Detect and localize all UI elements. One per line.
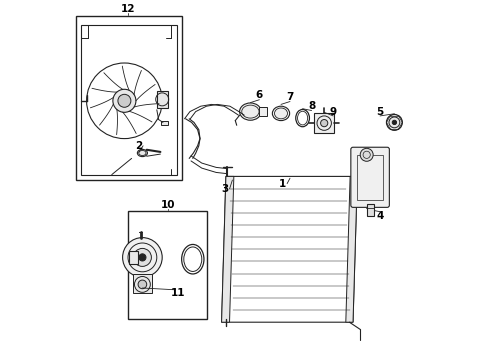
Bar: [81, 25, 176, 175]
Text: 1: 1: [279, 179, 287, 189]
Bar: [157, 91, 168, 108]
Circle shape: [360, 148, 373, 161]
Bar: [162, 121, 168, 125]
Bar: [128, 211, 207, 319]
Bar: [129, 251, 138, 264]
Circle shape: [122, 238, 162, 277]
Circle shape: [118, 94, 131, 107]
Text: 2: 2: [135, 141, 143, 151]
Circle shape: [138, 280, 147, 289]
Polygon shape: [221, 176, 234, 322]
Text: 11: 11: [171, 288, 186, 298]
Circle shape: [113, 89, 136, 112]
Text: 8: 8: [308, 101, 315, 111]
Text: 9: 9: [330, 107, 337, 117]
Ellipse shape: [272, 106, 290, 121]
Bar: [314, 113, 334, 133]
Polygon shape: [346, 176, 357, 322]
Text: 6: 6: [256, 90, 263, 100]
Bar: [76, 16, 182, 180]
Text: 12: 12: [121, 4, 135, 14]
Circle shape: [392, 120, 396, 125]
Bar: [357, 155, 383, 200]
Bar: [133, 274, 152, 293]
Circle shape: [387, 114, 402, 130]
Circle shape: [320, 120, 328, 127]
Bar: [259, 107, 267, 116]
Text: 3: 3: [221, 184, 229, 194]
Text: 10: 10: [160, 200, 175, 210]
Text: 7: 7: [286, 92, 294, 102]
Text: 4: 4: [376, 211, 384, 221]
Circle shape: [139, 254, 146, 261]
FancyBboxPatch shape: [351, 147, 390, 207]
Bar: [367, 204, 374, 216]
Text: 5: 5: [376, 107, 384, 117]
Ellipse shape: [137, 149, 147, 157]
Ellipse shape: [240, 103, 261, 120]
Circle shape: [133, 248, 151, 266]
